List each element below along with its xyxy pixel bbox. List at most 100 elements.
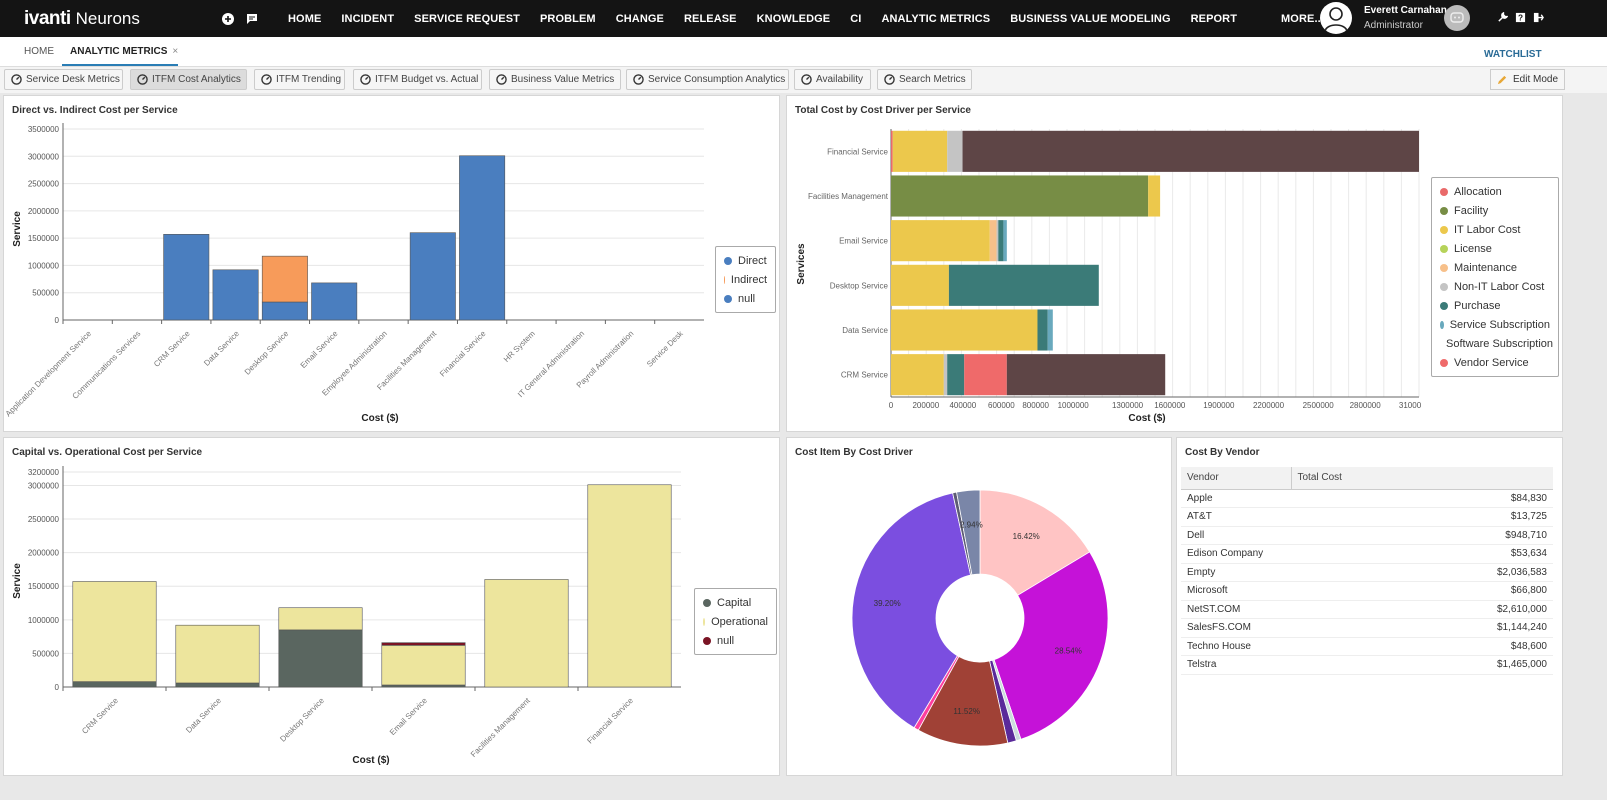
nav-analytic-metrics[interactable]: ANALYTIC METRICS [881,12,991,25]
bar-facilities-management-it-labor-cost[interactable] [1148,175,1161,217]
bar-financial-service-it-labor-cost[interactable] [892,130,948,172]
subtab-business-value-metrics[interactable]: Business Value Metrics [489,69,621,90]
bar-desktop-service-it-labor-cost[interactable] [891,264,949,306]
bar-data-service-operational[interactable] [175,624,260,684]
donut-slice[interactable] [993,551,1109,740]
bar-email-service-service-subscription[interactable] [1003,220,1007,262]
legend-item-capital[interactable]: Capital [703,593,768,612]
legend-item-software-subscription[interactable]: Software Subscription [1440,334,1553,353]
subtab-itfm-cost-analytics[interactable]: ITFM Cost Analytics [130,69,247,90]
bar-crm-service-direct[interactable] [163,234,210,321]
bar-desktop-service-operational[interactable] [278,607,363,631]
bar-crm-service-it-labor-cost[interactable] [891,354,944,396]
legend-item-facility[interactable]: Facility [1440,201,1550,220]
nav-change[interactable]: CHANGE [615,12,664,25]
legend-item-null[interactable]: null [724,289,767,308]
bar-crm-service-capital[interactable] [72,681,157,688]
bar-email-service-direct[interactable] [311,282,358,321]
donut-slice[interactable] [851,492,972,729]
bar-crm-service-purchase[interactable] [947,354,965,396]
nav-ci[interactable]: CI [850,12,862,25]
legend-item-indirect[interactable]: Indirect [724,270,767,289]
table-row[interactable]: Microsoft $66,800 [1181,581,1553,601]
bar-crm-service-vendor-service[interactable] [964,354,1007,396]
table-row[interactable]: Dell $948,710 [1181,526,1553,545]
bar-desktop-service-direct[interactable] [261,301,308,321]
bar-desktop-service-capital[interactable] [278,629,363,688]
legend-item-it-labor-cost[interactable]: IT Labor Cost [1440,220,1550,239]
legend-item-direct[interactable]: Direct [724,251,767,270]
bar-email-service-maintenance[interactable] [989,220,997,262]
bar-email-service-it-labor-cost[interactable] [891,220,990,262]
legend-item-vendor-service[interactable]: Vendor Service [1440,353,1550,372]
bar-facilities-management-direct[interactable] [409,232,456,321]
bar-data-service-service-subscription[interactable] [1047,309,1053,351]
table-row[interactable]: Techno House $48,600 [1181,637,1553,656]
table-row[interactable]: AT&T $13,725 [1181,507,1553,527]
subtab-availability[interactable]: Availability [794,69,871,90]
nav-report[interactable]: REPORT [1190,12,1238,25]
user-menu[interactable]: Everett Carnahan Administrator [1320,2,1447,34]
edit-mode-button[interactable]: Edit Mode [1490,69,1566,90]
add-icon[interactable] [222,12,234,25]
table-row[interactable]: SalesFS.COM $1,144,240 [1181,618,1553,638]
table-row[interactable]: NetST.COM $2,610,000 [1181,600,1553,619]
subtab-search-metrics[interactable]: Search Metrics [877,69,972,90]
bar-financial-service-operational[interactable] [587,484,672,688]
table-row[interactable]: Edison Company $53,634 [1181,544,1553,564]
help-icon[interactable]: ? [1515,12,1526,23]
bar-crm-service-other[interactable] [1006,354,1166,396]
bar-email-service-capital[interactable] [381,684,466,688]
bar-facilities-management-facility[interactable] [891,175,1149,217]
donut-slice[interactable] [956,489,981,576]
legend-item-non-it-labor-cost[interactable]: Non-IT Labor Cost [1440,277,1550,296]
nav-problem[interactable]: PROBLEM [539,12,596,25]
bar-data-service-direct[interactable] [212,269,259,321]
bar-data-service-purchase[interactable] [1037,309,1048,351]
bar-desktop-service-purchase[interactable] [948,264,1099,306]
nav-business-value-modeling[interactable]: BUSINESS VALUE MODELING [1010,12,1171,25]
donut-slice[interactable] [979,489,1091,596]
bar-financial-service-other[interactable] [962,130,1419,172]
legend-item-purchase[interactable]: Purchase [1440,296,1550,315]
nav-home[interactable]: HOME [288,12,322,25]
tab-analytic-metrics[interactable]: ANALYTIC METRICS × [70,46,178,57]
nav-release[interactable]: RELEASE [683,12,737,25]
bar-desktop-service-indirect[interactable] [261,255,308,303]
subtab-itfm-budget-vs-actual[interactable]: ITFM Budget vs. Actual [353,69,482,90]
bar-email-service-operational[interactable] [381,645,466,686]
bar-email-service-non-it-labor-cost[interactable] [996,220,999,262]
tab-home[interactable]: HOME [24,46,54,57]
bar-crm-service-non-it-labor-cost[interactable] [943,354,948,396]
bar-financial-service-allocation[interactable] [891,130,893,172]
nav-knowledge[interactable]: KNOWLEDGE [756,12,831,25]
legend-item-operational[interactable]: Operational [703,612,768,631]
chat-icon[interactable] [246,13,258,25]
ivanti-logo[interactable]: ivanti Neurons [24,8,184,30]
nav-incident[interactable]: INCIDENT [341,12,395,25]
bar-facilities-management-operational[interactable] [484,579,569,688]
legend-item-maintenance[interactable]: Maintenance [1440,258,1550,277]
close-tab-icon[interactable]: × [172,46,179,57]
table-row[interactable]: Telstra $1,465,000 [1181,655,1553,675]
legend-item-null[interactable]: null [703,631,768,650]
bar-email-service-purchase[interactable] [998,220,1004,262]
table-row[interactable]: Empty $2,036,583 [1181,563,1553,582]
subtab-service-consumption-analytics[interactable]: Service Consumption Analytics [626,69,789,90]
subtab-itfm-trending[interactable]: ITFM Trending [254,69,345,90]
legend-item-allocation[interactable]: Allocation [1440,182,1550,201]
assistant-avatar[interactable] [1444,5,1470,31]
bar-financial-service-non-it-labor-cost[interactable] [947,130,963,172]
nav-more[interactable]: MORE... [1281,12,1324,25]
watchlist-link[interactable]: WATCHLIST [1484,49,1542,60]
bar-data-service-capital[interactable] [175,682,260,688]
bar-financial-service-direct[interactable] [459,155,506,321]
legend-item-service-subscription[interactable]: Service Subscription [1440,315,1550,334]
column-header-vendor[interactable]: Vendor [1181,467,1292,490]
bar-data-service-it-labor-cost[interactable] [891,309,1038,351]
bar-email-service-null[interactable] [381,642,466,646]
wrench-icon[interactable] [1497,12,1508,23]
subtab-service-desk-metrics[interactable]: Service Desk Metrics [4,69,123,90]
column-header-total-cost[interactable]: Total Cost [1291,467,1553,490]
bar-crm-service-operational[interactable] [72,581,157,682]
